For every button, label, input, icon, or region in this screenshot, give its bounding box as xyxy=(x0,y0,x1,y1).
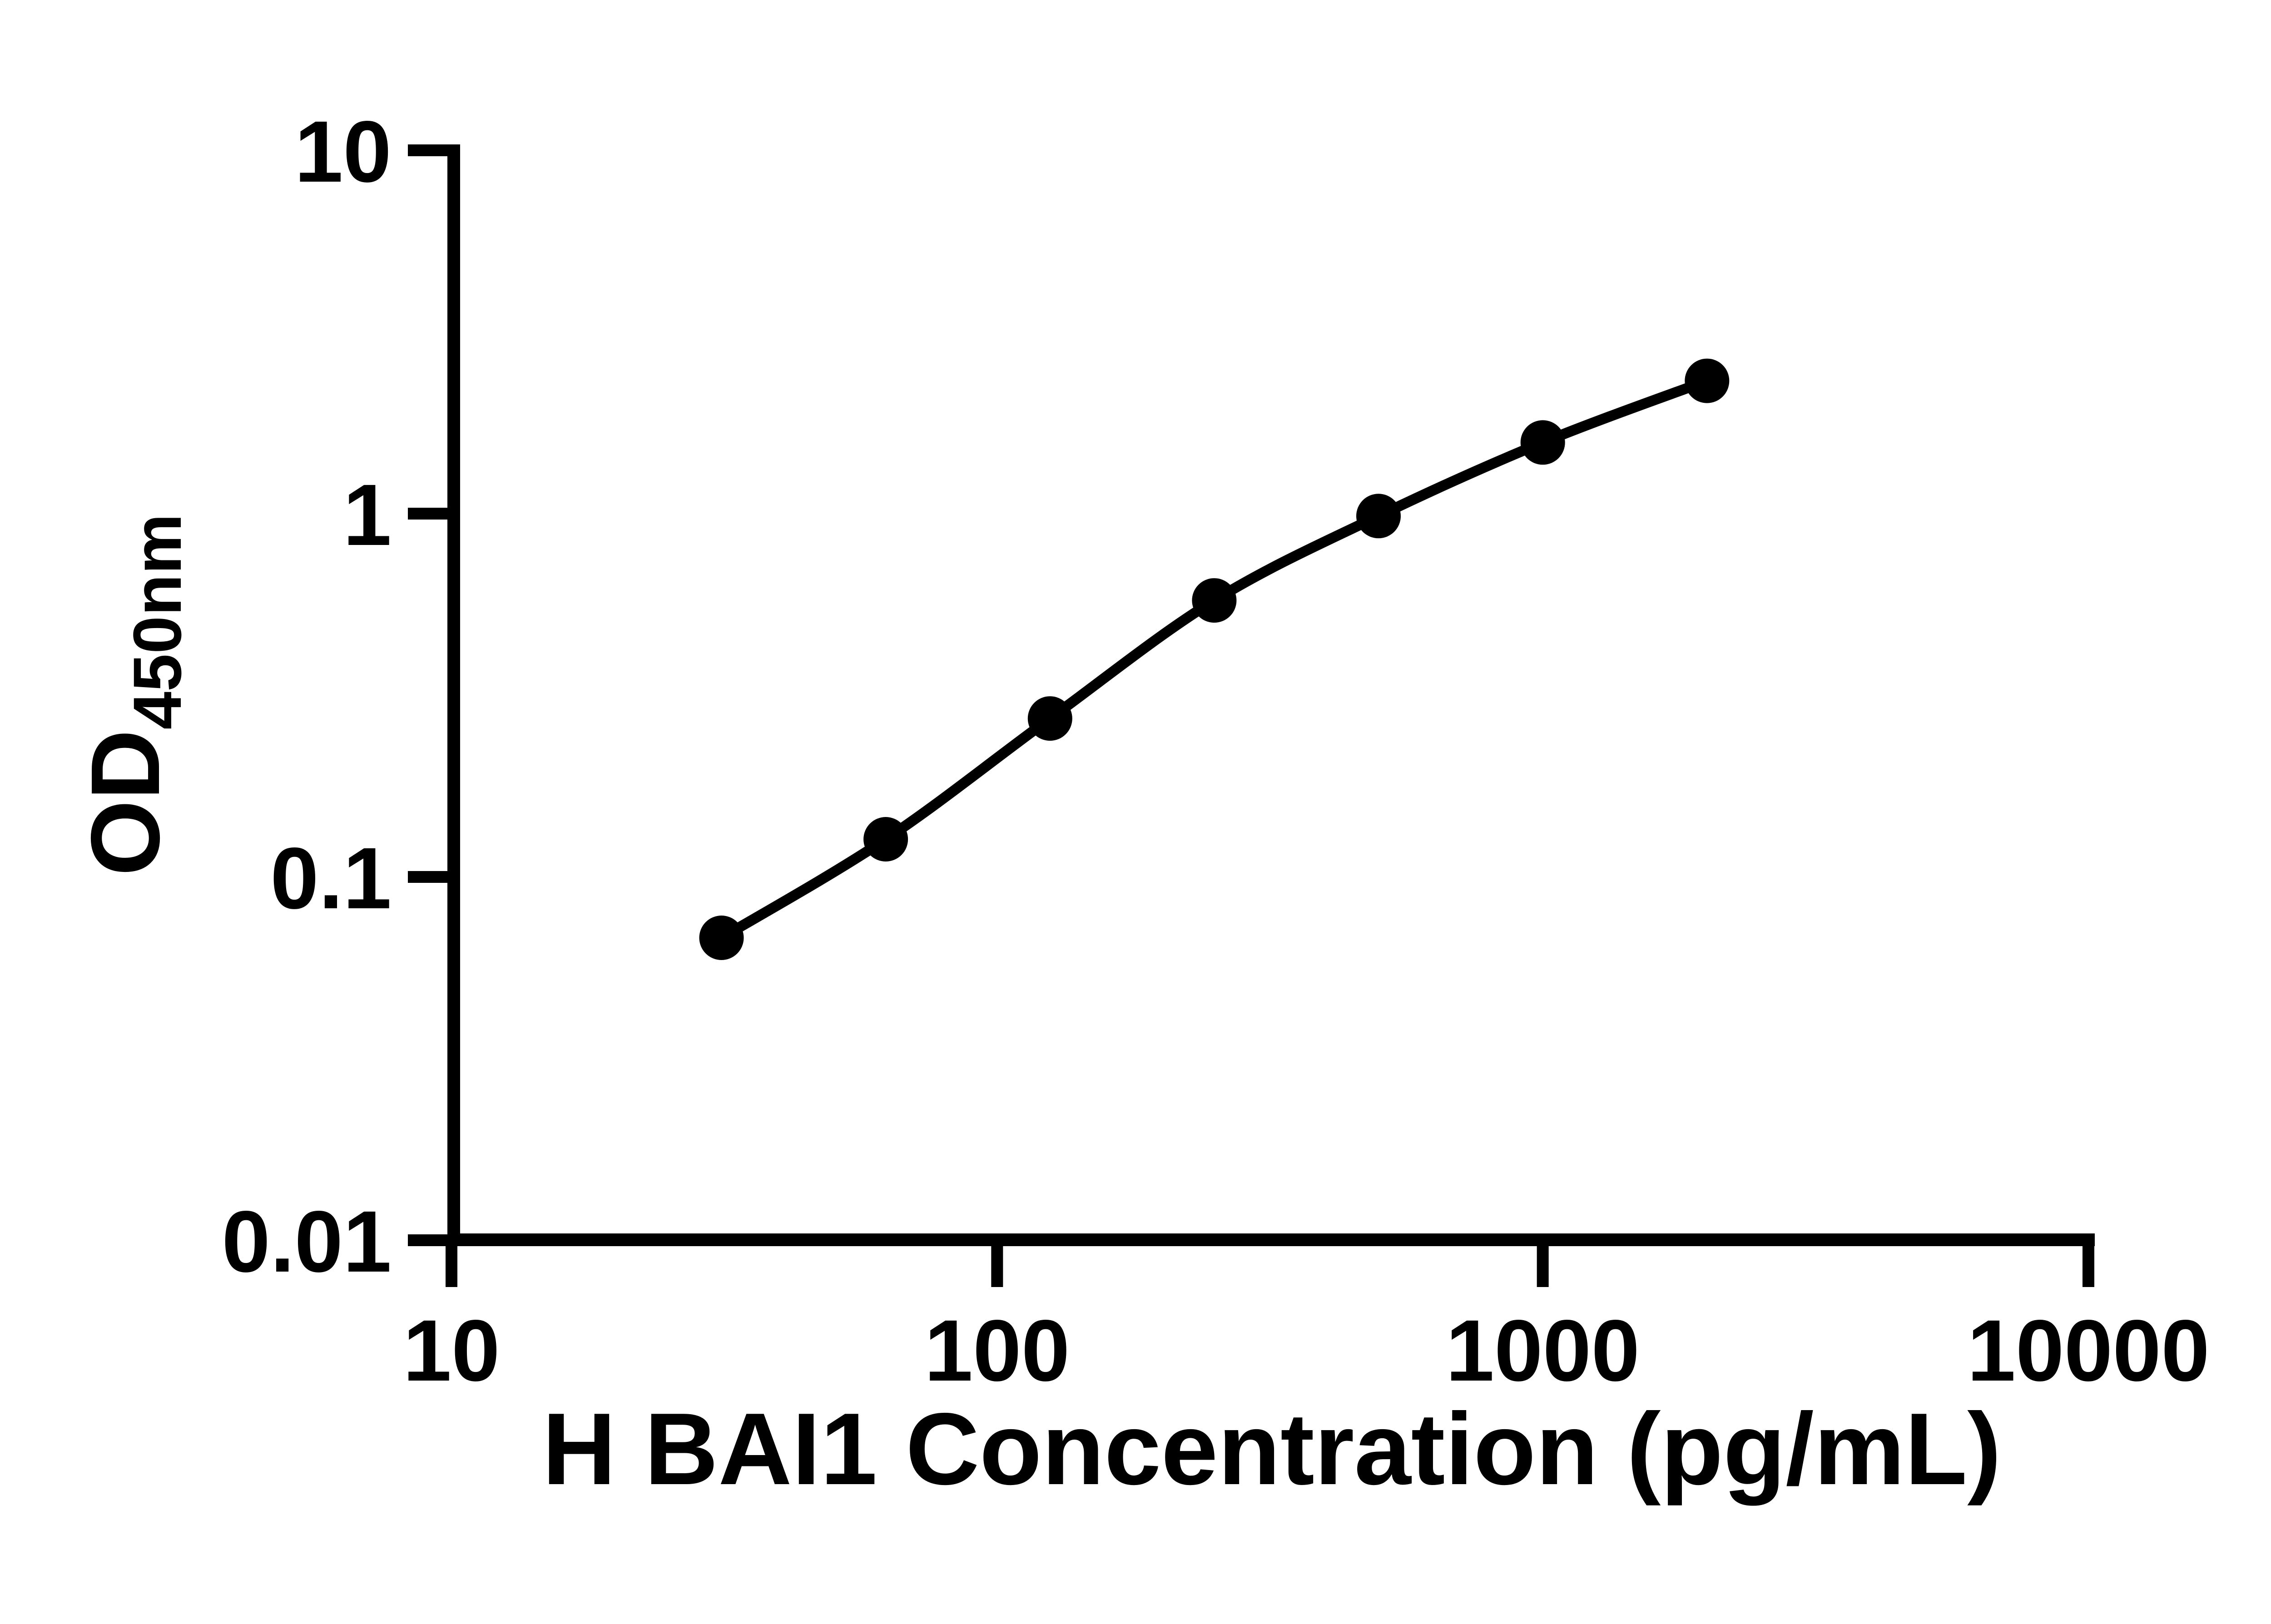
y-tick-label: 10 xyxy=(294,103,392,200)
x-tick-label: 10 xyxy=(403,1302,500,1399)
y-tick-label: 1 xyxy=(343,466,392,564)
y-tick-label: 0.01 xyxy=(222,1193,392,1290)
data-points xyxy=(699,358,1730,960)
x-tick-label: 100 xyxy=(924,1302,1070,1399)
y-axis-line xyxy=(447,144,460,1246)
y-tick xyxy=(408,871,447,883)
y-tick-label: 0.1 xyxy=(270,829,392,927)
data-point xyxy=(1192,578,1237,623)
data-point xyxy=(863,817,908,862)
y-axis-title: OD450nm xyxy=(70,514,195,876)
x-axis-title: H BAI1 Concentration (pg/mL) xyxy=(542,1391,2001,1506)
data-point xyxy=(1520,420,1565,465)
y-axis-title-main: OD xyxy=(70,729,180,876)
x-tick-label: 10000 xyxy=(1967,1302,2210,1399)
y-axis-title-subscript: 450nm xyxy=(119,514,195,729)
x-tick xyxy=(446,1246,457,1287)
y-tick xyxy=(408,1234,447,1246)
data-point xyxy=(699,916,744,960)
x-tick xyxy=(1537,1246,1549,1287)
x-tick-label: 1000 xyxy=(1446,1302,1640,1399)
y-tick xyxy=(408,144,447,156)
data-point xyxy=(1027,696,1072,741)
axes xyxy=(408,144,2095,1287)
y-tick xyxy=(408,508,447,520)
data-point xyxy=(1356,494,1401,539)
x-tick xyxy=(2082,1246,2094,1287)
x-axis-line xyxy=(447,1233,2095,1246)
data-point xyxy=(1685,358,1730,403)
x-tick xyxy=(991,1246,1003,1287)
